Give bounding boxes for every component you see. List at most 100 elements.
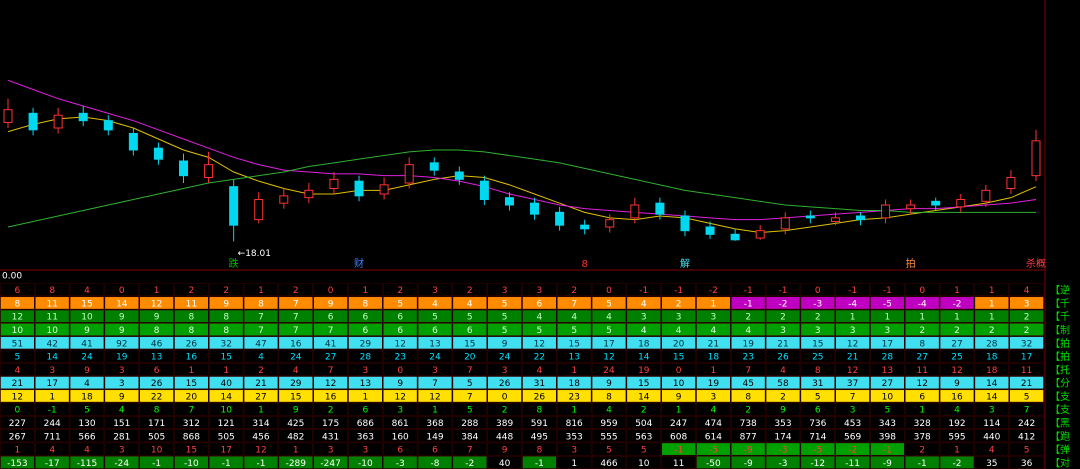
- indicator-value: 1: [989, 299, 995, 309]
- indicator-value: 13: [360, 379, 371, 389]
- indicator-value: 7: [293, 326, 299, 336]
- indicator-cell: [139, 349, 174, 363]
- candle-body: [855, 215, 865, 221]
- indicator-value: 11: [916, 366, 927, 376]
- indicator-cell: [557, 402, 592, 416]
- indicator-cell: [626, 296, 661, 310]
- indicator-cell: [487, 416, 522, 429]
- candle-body: [680, 215, 690, 232]
- indicator-cell: [104, 323, 139, 336]
- indicator-cell: [835, 389, 870, 403]
- indicator-value: 5: [537, 326, 543, 336]
- indicator-cell: [174, 429, 209, 443]
- indicator-cell: [174, 362, 209, 376]
- indicator-cell: [174, 349, 209, 363]
- indicator-value: 3: [432, 286, 438, 296]
- indicator-value: 26: [534, 392, 546, 402]
- indicator-value: 12: [394, 392, 405, 402]
- indicator-value: 4: [954, 406, 960, 416]
- indicator-cell: [313, 389, 348, 403]
- indicator-value: -11: [845, 459, 860, 469]
- indicator-cell: [800, 323, 835, 336]
- indicator-value: 9: [502, 339, 508, 349]
- indicator-value: 8: [537, 446, 543, 456]
- indicator-cell: [487, 402, 522, 416]
- indicator-cell: [800, 349, 835, 363]
- indicator-value: 466: [600, 459, 617, 469]
- indicator-value: 17: [220, 446, 231, 456]
- indicator-value: 453: [844, 419, 861, 429]
- indicator-value: 12: [847, 339, 858, 349]
- indicator-cell: [243, 429, 279, 443]
- indicator-cell: [661, 442, 696, 456]
- indicator-cell: [939, 336, 975, 350]
- indicator-cell: [243, 402, 279, 416]
- candle-body: [204, 164, 214, 179]
- indicator-name: 【托: [1050, 363, 1070, 376]
- indicator-cell: [696, 416, 731, 429]
- indicator-cell: [174, 416, 209, 429]
- indicator-value: -1: [674, 286, 683, 296]
- indicator-value: 378: [914, 432, 931, 442]
- indicator-cell: [835, 429, 870, 443]
- indicator-value: 2: [189, 286, 195, 296]
- indicator-value: 121: [218, 419, 235, 429]
- indicator-value: 3: [989, 406, 995, 416]
- indicator-value: 242: [1018, 419, 1035, 429]
- indicator-cell: [348, 362, 383, 376]
- indicator-value: 9: [119, 392, 125, 402]
- indicator-value: 0: [397, 366, 403, 376]
- indicator-cell: [591, 362, 627, 376]
- indicator-cell: [104, 336, 139, 350]
- indicator-value: 14: [986, 392, 998, 402]
- indicator-name: 【黑: [1050, 418, 1070, 430]
- indicator-value: 868: [183, 432, 200, 442]
- indicator-value: 1: [989, 313, 995, 323]
- indicator-value: -247: [320, 459, 340, 469]
- indicator-value: 9: [780, 406, 786, 416]
- indicator-value: 18: [708, 353, 720, 363]
- indicator-value: 1: [258, 406, 264, 416]
- indicator-cell: [1009, 376, 1044, 390]
- indicator-cell: [174, 442, 209, 456]
- indicator-cell: [278, 389, 313, 403]
- indicator-value: 1: [954, 313, 960, 323]
- indicator-cell: [69, 376, 105, 390]
- indicator-value: 15: [220, 353, 231, 363]
- indicator-cell: [383, 376, 418, 390]
- indicator-cell: [383, 323, 418, 336]
- indicator-value: -1: [779, 286, 788, 296]
- indicator-value: 2: [919, 446, 925, 456]
- indicator-cell: [278, 283, 313, 297]
- indicator-cell: [939, 389, 975, 403]
- indicator-cell: [69, 402, 105, 416]
- indicator-cell: [278, 416, 313, 429]
- indicator-cell: [765, 349, 801, 363]
- indicator-value: 247: [670, 419, 687, 429]
- candle-body: [705, 226, 715, 235]
- indicator-value: 15: [812, 339, 823, 349]
- indicator-cell: [731, 349, 766, 363]
- candle-body: [229, 186, 239, 226]
- indicator-cell: [905, 442, 940, 456]
- indicator-cell: [69, 283, 105, 297]
- indicator-value: 7: [293, 313, 299, 323]
- indicator-cell: [139, 309, 174, 323]
- indicator-cell: [1009, 283, 1044, 297]
- indicator-cell: [696, 309, 731, 323]
- indicator-value: 16: [325, 392, 337, 402]
- indicator-value: -2: [709, 286, 718, 296]
- indicator-value: 19: [708, 379, 720, 389]
- indicator-cell: [35, 402, 70, 416]
- indicator-cell: [487, 296, 522, 310]
- indicator-value: 4: [606, 313, 612, 323]
- indicator-value: 175: [322, 419, 339, 429]
- indicator-cell: [974, 283, 1009, 297]
- indicator-cell: [800, 442, 835, 456]
- indicator-cell: [591, 296, 627, 310]
- indicator-value: 5: [84, 406, 90, 416]
- indicator-cell: [174, 296, 209, 310]
- indicator-cell: [209, 336, 244, 350]
- indicator-cell: [487, 442, 522, 456]
